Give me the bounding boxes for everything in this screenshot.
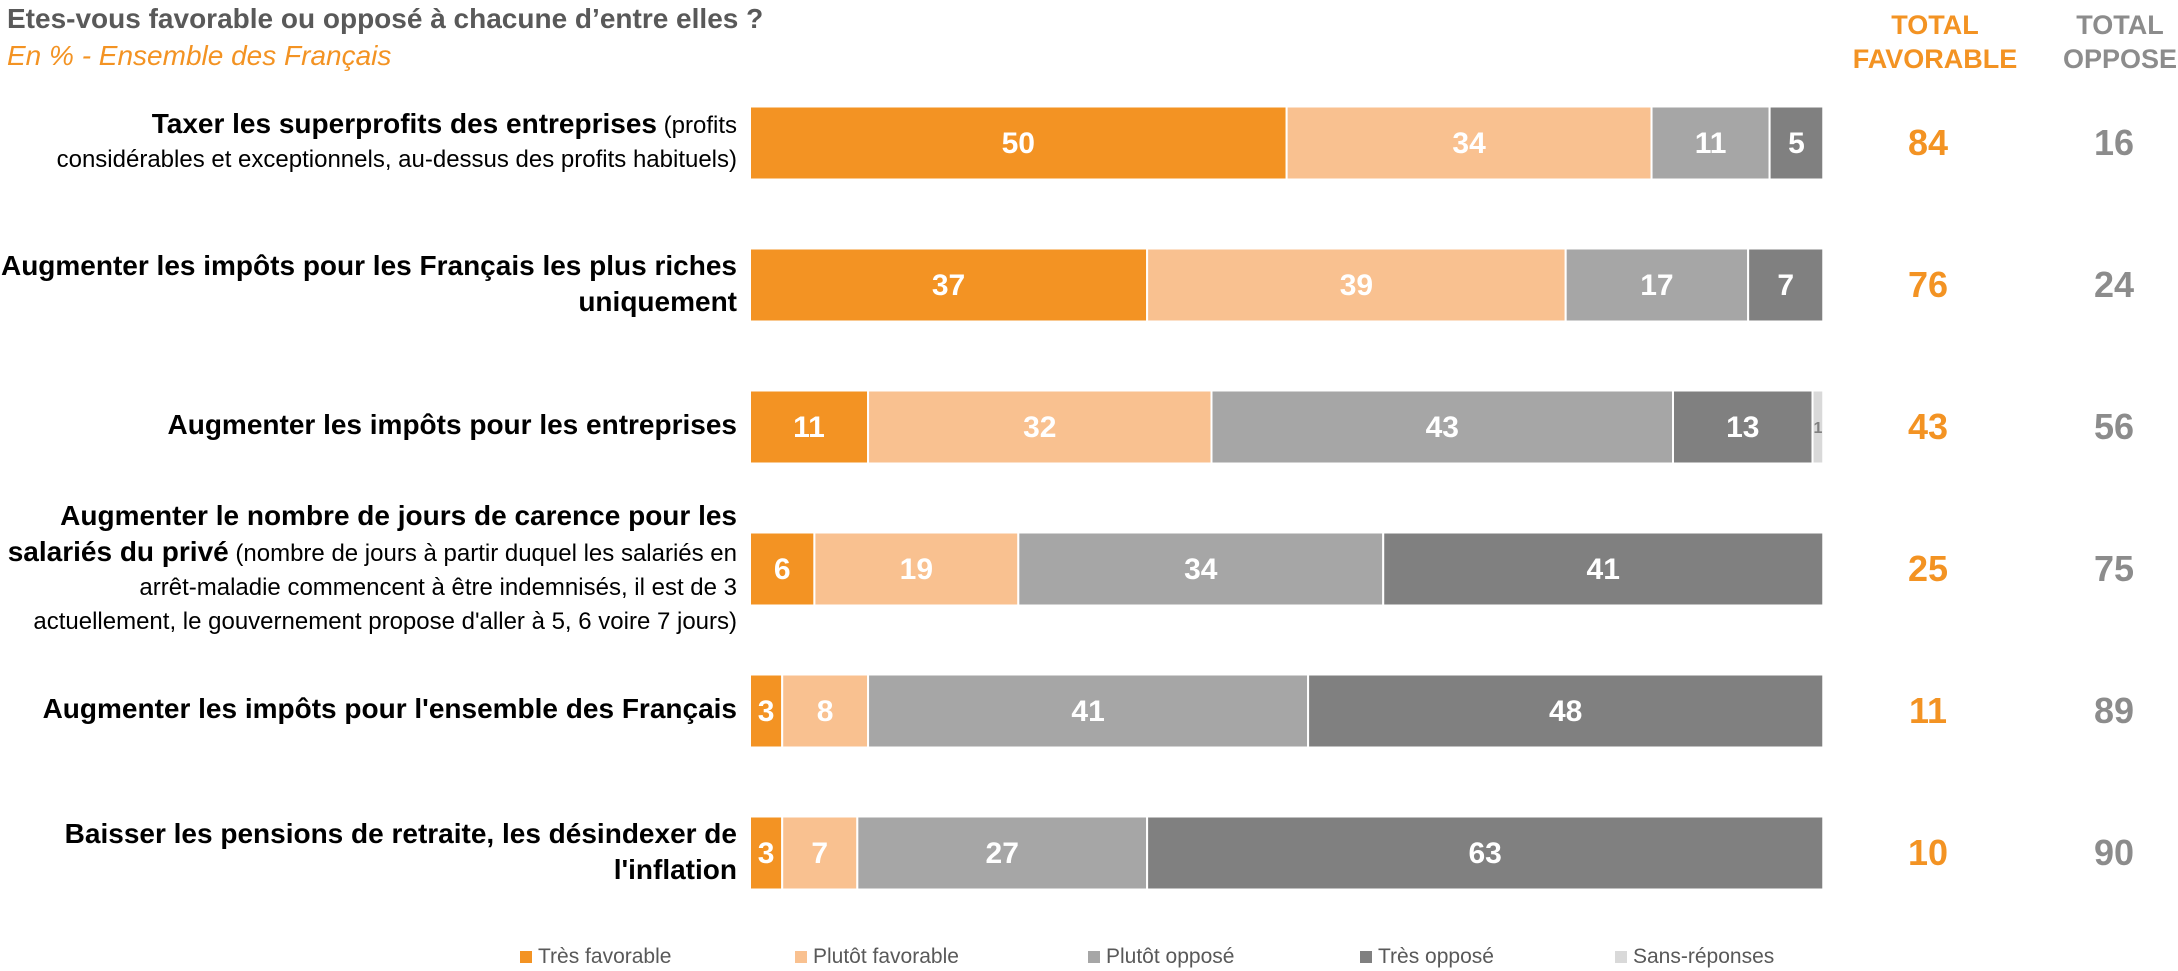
bar-value-label: 41 bbox=[1587, 553, 1620, 586]
bar-value-label: 1 bbox=[1813, 420, 1822, 437]
bar-segment bbox=[749, 247, 1149, 323]
bar-value-label: 37 bbox=[932, 269, 965, 302]
legend-item: Sans-réponses bbox=[1615, 945, 1774, 969]
bar-segment bbox=[1146, 247, 1567, 323]
row-label-main: Baisser les pensions de retraite, les dé… bbox=[64, 818, 737, 885]
total-oppose-value: 16 bbox=[2094, 122, 2134, 163]
bar-value-label: 17 bbox=[1640, 269, 1673, 302]
row-label-detail: (profits considérables et exceptionnels,… bbox=[56, 112, 737, 173]
bar-value-label: 13 bbox=[1726, 411, 1759, 444]
legend-label: Plutôt favorable bbox=[813, 945, 959, 968]
total-oppose-value: 24 bbox=[2094, 264, 2134, 305]
row-label: Augmenter les impôts pour l'ensemble des… bbox=[0, 692, 737, 728]
bar-value-label: 6 bbox=[774, 553, 791, 586]
bar-value-label: 27 bbox=[986, 837, 1019, 870]
total-favorable-value: 43 bbox=[1908, 406, 1948, 447]
legend-label: Sans-réponses bbox=[1633, 945, 1775, 968]
total-favorable-value: 76 bbox=[1908, 264, 1948, 305]
legend-swatch bbox=[795, 951, 807, 963]
bar-value-label: 48 bbox=[1549, 695, 1582, 728]
total-favorable-header: TOTAL FAVORABLE bbox=[1852, 10, 2018, 74]
bar-segment bbox=[867, 673, 1310, 749]
bar-segment bbox=[749, 531, 816, 607]
legend-swatch bbox=[520, 951, 532, 963]
row-label-main: Augmenter le nombre de jours de carence … bbox=[7, 500, 737, 567]
legend-item: Très opposé bbox=[1360, 945, 1494, 969]
bar-value-label: 3 bbox=[758, 695, 775, 728]
bar-segment bbox=[1146, 815, 1825, 891]
row-label: Baisser les pensions de retraite, les dé… bbox=[0, 817, 737, 889]
total-oppose-value: 75 bbox=[2094, 548, 2134, 589]
bar-value-label: 7 bbox=[1777, 269, 1794, 302]
bar-segment bbox=[867, 389, 1213, 465]
bar-segment bbox=[781, 815, 859, 891]
bar-segment bbox=[1768, 105, 1825, 181]
bar-value-label: 5 bbox=[1788, 127, 1805, 160]
bar-segment bbox=[1285, 105, 1653, 181]
row-label-detail: (nombre de jours à partir duquel les sal… bbox=[33, 540, 737, 635]
bar-segment bbox=[749, 815, 784, 891]
row-label: Augmenter le nombre de jours de carence … bbox=[0, 499, 737, 639]
legend-label: Plutôt opposé bbox=[1106, 945, 1235, 968]
bar-segment bbox=[1210, 389, 1675, 465]
row-label-main: Taxer les superprofits des entreprises bbox=[151, 108, 657, 139]
question-title: Etes-vous favorable ou opposé à chacune … bbox=[7, 3, 764, 34]
legend-label: Très favorable bbox=[538, 945, 672, 968]
bar-value-label: 7 bbox=[811, 837, 828, 870]
bar-segment bbox=[1017, 531, 1385, 607]
legend-item: Plutôt opposé bbox=[1088, 945, 1234, 969]
legend-swatch bbox=[1615, 951, 1627, 963]
bar-value-label: 39 bbox=[1340, 269, 1373, 302]
bar-value-label: 50 bbox=[1002, 127, 1035, 160]
row-label-main: Augmenter les impôts pour les Français l… bbox=[0, 250, 737, 317]
bar-segment bbox=[856, 815, 1149, 891]
bar-value-label: 11 bbox=[1695, 127, 1727, 160]
bar-segment bbox=[1747, 247, 1825, 323]
total-oppose-value: 89 bbox=[2094, 690, 2134, 731]
row-label-main: Augmenter les impôts pour l'ensemble des… bbox=[42, 693, 737, 724]
chart-legend: Très favorable Plutôt favorable Plutôt opp… bbox=[0, 945, 2178, 971]
row-label: Augmenter les impôts pour les entreprise… bbox=[0, 408, 738, 444]
bar-value-label: 3 bbox=[758, 837, 775, 870]
total-favorable-value: 25 bbox=[1908, 548, 1948, 589]
row-label-main: Augmenter les impôts pour les entreprise… bbox=[167, 409, 738, 440]
bar-value-label: 34 bbox=[1184, 553, 1218, 586]
bar-value-label: 8 bbox=[817, 695, 834, 728]
legend-swatch bbox=[1088, 951, 1100, 963]
bar-segment bbox=[813, 531, 1020, 607]
bar-value-label: 34 bbox=[1452, 127, 1486, 160]
bar-value-label: 11 bbox=[793, 411, 825, 444]
bar-value-label: 19 bbox=[900, 553, 933, 586]
legend-swatch bbox=[1360, 951, 1372, 963]
total-oppose-header: TOTAL OPPOSE bbox=[2062, 10, 2178, 74]
bar-value-label: 43 bbox=[1426, 411, 1459, 444]
bar-segment bbox=[749, 105, 1288, 181]
row-label: Augmenter les impôts pour les Français l… bbox=[0, 249, 737, 321]
bar-segment bbox=[1564, 247, 1750, 323]
bar-segment bbox=[1307, 673, 1825, 749]
total-oppose-value: 56 bbox=[2094, 406, 2134, 447]
bar-segment bbox=[1811, 389, 1825, 465]
legend-item: Très favorable bbox=[520, 945, 671, 969]
legend-item: Plutôt favorable bbox=[795, 945, 959, 969]
bar-segment bbox=[1672, 389, 1814, 465]
bar-value-label: 63 bbox=[1469, 837, 1502, 870]
legend-label: Très opposé bbox=[1378, 945, 1494, 968]
total-favorable-value: 84 bbox=[1908, 122, 1948, 163]
bar-segment bbox=[1650, 105, 1771, 181]
total-favorable-value: 10 bbox=[1908, 832, 1948, 873]
bar-value-label: 32 bbox=[1023, 411, 1056, 444]
bar-segment bbox=[1382, 531, 1825, 607]
total-oppose-value: 90 bbox=[2094, 832, 2134, 873]
row-label: Taxer les superprofits des entreprises (… bbox=[0, 107, 737, 177]
total-favorable-value: 11 bbox=[1909, 690, 1947, 731]
chart-subtitle: En % - Ensemble des Français bbox=[7, 40, 392, 71]
bar-value-label: 41 bbox=[1071, 695, 1104, 728]
bar-segment bbox=[781, 673, 870, 749]
